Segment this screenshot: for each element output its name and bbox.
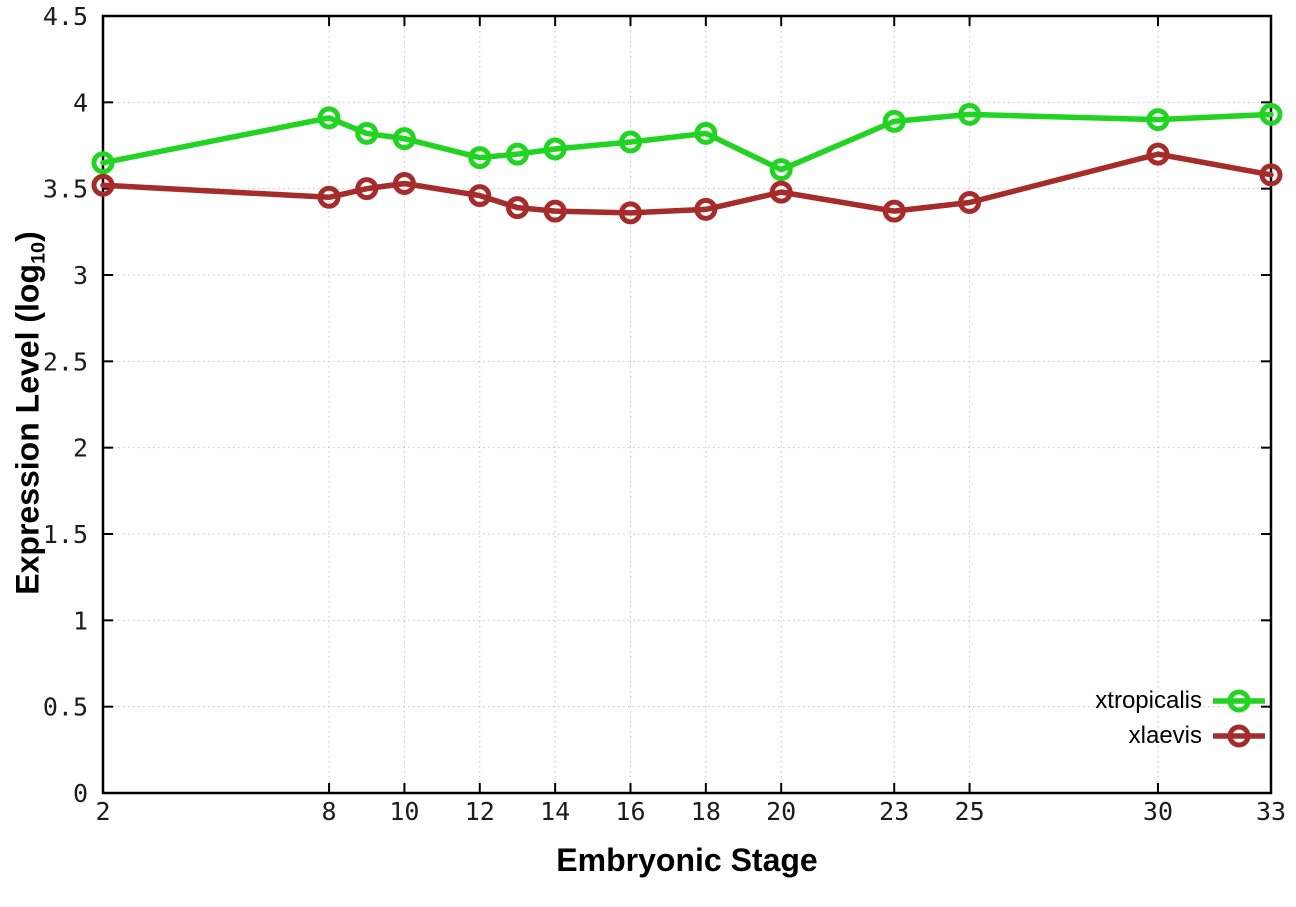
x-tick-label: 23	[879, 797, 909, 826]
y-tick-label: 3	[73, 261, 88, 290]
y-tick-label: 4.5	[43, 2, 88, 31]
legend-sample-line-icon	[1213, 689, 1265, 712]
y-axis-label-suffix: )	[9, 231, 46, 242]
data-point-marker-xtropicalis	[355, 121, 379, 145]
legend-label-xtropicalis: xtropicalis	[1095, 686, 1202, 714]
x-tick-label: 8	[322, 797, 337, 826]
series-line-xlaevis	[100, 151, 1274, 216]
x-tick-label: 16	[615, 797, 645, 826]
data-point-marker-xlaevis	[543, 199, 567, 223]
data-point-marker-xlaevis	[91, 173, 115, 197]
data-point-marker-xlaevis	[882, 199, 906, 223]
data-point-marker-xlaevis	[1146, 142, 1170, 166]
y-tick-label: 0	[73, 779, 88, 808]
data-point-marker-xtropicalis	[769, 158, 793, 182]
y-tick-label: 0.5	[43, 693, 88, 722]
legend-item-xtropicalis: xtropicalis	[1095, 683, 1266, 718]
x-tick-label: 12	[465, 797, 495, 826]
x-tick-label: 10	[389, 797, 419, 826]
data-point-marker-xlaevis	[769, 180, 793, 204]
data-point-marker-xlaevis	[468, 184, 492, 208]
legend-sample-line-icon	[1213, 724, 1265, 747]
data-point-marker-xlaevis	[694, 197, 718, 221]
y-tick-label: 2.5	[43, 347, 88, 376]
data-point-marker-xtropicalis	[618, 130, 642, 154]
data-point-marker-xtropicalis	[505, 142, 529, 166]
data-point-marker-xtropicalis	[543, 137, 567, 161]
x-axis-label: Embryonic Stage	[556, 842, 818, 878]
data-point-marker-xlaevis	[618, 201, 642, 225]
data-point-marker-xtropicalis	[882, 109, 906, 133]
data-point-marker-xtropicalis	[1259, 102, 1283, 126]
series-line-xtropicalis	[100, 111, 1274, 173]
legend-item-xlaevis: xlaevis	[1095, 718, 1266, 753]
x-tick-label: 2	[95, 797, 110, 826]
x-tick-label: 20	[766, 797, 796, 826]
data-point-marker-xtropicalis	[1146, 108, 1170, 132]
data-point-marker-xlaevis	[355, 177, 379, 201]
y-tick-label: 3.5	[43, 175, 88, 204]
data-point-marker-xlaevis	[505, 196, 529, 220]
data-point-marker-xtropicalis	[392, 127, 416, 151]
y-tick-label: 1	[73, 606, 88, 635]
y-tick-label: 2	[73, 434, 88, 463]
plot-border	[101, 14, 1273, 795]
data-point-marker-xlaevis	[392, 171, 416, 195]
legend: xtropicalis xlaevis	[1095, 683, 1266, 753]
y-axis-label-subscript: 10	[27, 241, 50, 264]
x-tick-label: 33	[1256, 797, 1286, 826]
data-point-marker-xlaevis	[958, 190, 982, 214]
x-tick-label: 25	[955, 797, 985, 826]
y-axis-label-prefix: Expression Level (log	[9, 263, 46, 595]
x-tick-label: 30	[1143, 797, 1173, 826]
data-point-marker-xtropicalis	[317, 106, 341, 130]
x-tick-label: 18	[691, 797, 721, 826]
y-tick-label: 4	[73, 88, 88, 117]
data-point-marker-xtropicalis	[468, 146, 492, 170]
legend-label-xlaevis: xlaevis	[1128, 721, 1202, 749]
data-point-marker-xlaevis	[1259, 163, 1283, 187]
data-point-marker-xtropicalis	[91, 151, 115, 175]
data-point-marker-xlaevis	[317, 185, 341, 209]
data-point-marker-xtropicalis	[958, 102, 982, 126]
y-tick-label: 1.5	[43, 520, 88, 549]
x-tick-label: 14	[540, 797, 570, 826]
data-point-marker-xtropicalis	[694, 121, 718, 145]
y-axis-label: Expression Level (log10)	[10, 231, 51, 594]
